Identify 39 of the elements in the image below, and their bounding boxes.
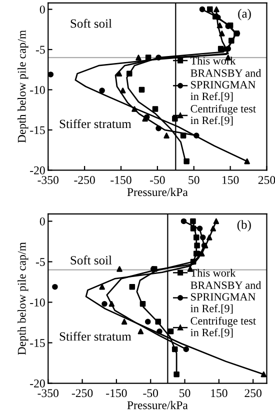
annotation: Soft soil	[70, 256, 112, 264]
y-tick-label: -20	[30, 166, 45, 174]
annotation: Stiffer stratum	[60, 119, 132, 128]
legend-label: This work	[190, 268, 236, 277]
x-tick-label: -250	[74, 176, 95, 184]
y-tick-label: 0	[40, 6, 45, 14]
x-tick-label: 50	[180, 389, 190, 398]
annotation: Soft soil	[70, 18, 112, 28]
y-tick-label: -15	[30, 339, 45, 347]
y-tick-label: -15	[30, 126, 45, 134]
x-tick-label: 150	[211, 389, 228, 398]
legend-label: Centrifuge test in Ref.[9]	[190, 104, 256, 126]
x-axis-title: Pressure/kPa	[127, 400, 188, 410]
x-tick-label: 150	[222, 176, 239, 184]
x-tick-label: -350	[38, 176, 58, 184]
x-tick-label: -50	[150, 176, 165, 184]
y-tick-label: 0	[40, 217, 45, 226]
y-axis-title: Depth below pile cap/m	[18, 30, 28, 143]
legend-label: Centrifuge test in Ref.[9]	[190, 316, 256, 338]
x-tick-label: 250	[244, 389, 262, 398]
x-tick-label: -150	[106, 389, 127, 398]
legend-label: BRANSBY and SPRINGMAN in Ref.[9]	[190, 281, 262, 314]
y-tick-label: -20	[30, 380, 45, 388]
x-tick-label: 250	[258, 176, 275, 184]
annotation: (b)	[237, 220, 251, 232]
x-tick-label: -50	[143, 389, 158, 398]
annotation: (a)	[238, 8, 251, 20]
x-tick-label: -350	[38, 389, 58, 398]
y-tick-label: -10	[30, 86, 45, 94]
x-axis-title: Pressure/kPa	[127, 188, 188, 196]
x-tick-label: 50	[188, 176, 200, 184]
y-tick-label: -5	[36, 258, 45, 266]
legend-label: BRANSBY and SPRINGMAN in Ref.[9]	[190, 69, 262, 102]
y-axis-title: Depth below pile cap/m	[18, 242, 28, 355]
y-tick-label: -10	[30, 298, 45, 306]
x-tick-label: -250	[72, 389, 93, 398]
y-tick-label: -5	[36, 46, 45, 54]
x-tick-label: -150	[110, 176, 132, 184]
annotation: Stiffer stratum	[60, 332, 132, 341]
